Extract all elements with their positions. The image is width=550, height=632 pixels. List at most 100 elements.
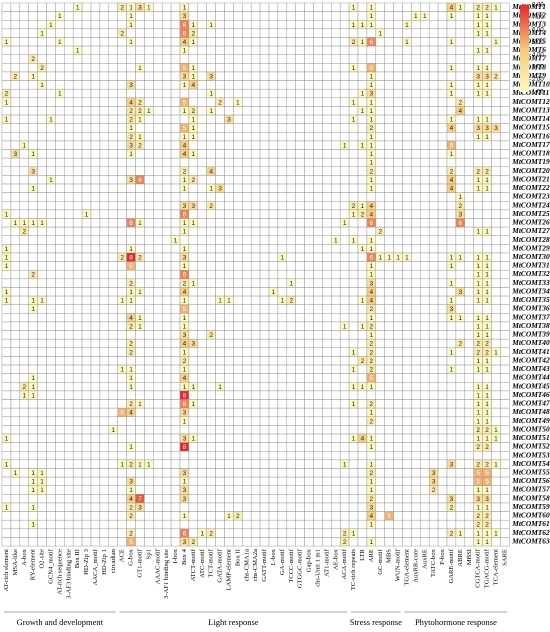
empty-cell — [295, 261, 305, 271]
empty-cell — [331, 132, 341, 142]
empty-cell — [233, 450, 243, 461]
empty-cell — [295, 304, 305, 314]
empty-cell — [455, 166, 466, 176]
empty-cell — [99, 218, 110, 228]
empty-cell — [313, 132, 323, 142]
empty-cell — [268, 416, 279, 426]
empty-cell — [64, 399, 74, 409]
empty-cell — [491, 157, 501, 168]
empty-cell — [144, 63, 154, 73]
cell-value: 1 — [183, 229, 187, 236]
empty-cell — [99, 347, 110, 357]
empty-cell — [55, 192, 65, 202]
cell-value: 1 — [209, 108, 213, 115]
empty-cell — [28, 244, 38, 254]
cell-value: 3 — [183, 203, 187, 210]
empty-cell — [420, 511, 430, 521]
empty-cell — [277, 19, 288, 30]
empty-cell — [55, 149, 65, 159]
empty-cell — [393, 2, 403, 12]
empty-cell — [286, 416, 296, 426]
cell-value: 5 — [485, 479, 489, 486]
empty-cell — [153, 313, 163, 323]
empty-cell — [455, 476, 466, 486]
empty-cell — [81, 511, 92, 521]
empty-cell — [491, 373, 501, 383]
empty-cell — [170, 54, 181, 64]
empty-cell — [64, 149, 74, 159]
empty-cell — [437, 364, 448, 374]
empty-cell — [411, 63, 421, 73]
empty-cell — [10, 356, 21, 366]
empty-cell — [464, 364, 474, 374]
empty-cell — [197, 37, 207, 47]
empty-cell — [304, 192, 314, 202]
cell-value: 2 — [192, 30, 196, 37]
cell-value: 1 — [183, 349, 187, 356]
empty-cell — [384, 11, 394, 21]
empty-cell — [37, 502, 47, 512]
empty-cell — [153, 304, 163, 314]
empty-cell — [250, 313, 261, 323]
empty-cell — [188, 287, 199, 297]
empty-cell — [144, 390, 154, 400]
empty-cell — [233, 201, 243, 211]
cell-value: 2 — [370, 401, 374, 408]
empty-cell — [250, 356, 261, 366]
empty-cell — [437, 11, 448, 21]
empty-cell — [1, 226, 12, 236]
empty-cell — [19, 459, 29, 469]
empty-cell — [428, 330, 439, 340]
empty-cell — [304, 416, 314, 426]
empty-cell — [72, 132, 83, 142]
cell-value: 1 — [183, 367, 187, 374]
empty-cell — [411, 19, 421, 30]
empty-cell — [259, 433, 270, 443]
empty-cell — [144, 19, 154, 30]
cell-value: 1 — [361, 246, 365, 253]
empty-cell — [206, 425, 216, 435]
empty-cell — [161, 175, 172, 185]
empty-cell — [46, 97, 56, 107]
empty-cell — [188, 140, 199, 150]
empty-cell — [72, 54, 83, 64]
empty-cell — [250, 321, 261, 331]
empty-cell — [153, 528, 163, 538]
empty-cell — [108, 321, 118, 331]
empty-cell — [402, 45, 412, 55]
empty-cell — [170, 287, 181, 297]
empty-cell — [108, 502, 118, 512]
empty-cell — [420, 399, 430, 409]
empty-cell — [348, 338, 359, 349]
empty-cell — [90, 149, 101, 159]
cell-value: 2 — [192, 108, 196, 115]
empty-cell — [55, 519, 65, 530]
empty-cell — [188, 330, 199, 340]
empty-cell — [500, 226, 510, 236]
empty-cell — [233, 425, 243, 435]
empty-cell — [117, 399, 127, 409]
empty-cell — [304, 37, 314, 47]
empty-cell — [188, 157, 199, 168]
cell-value: 1 — [414, 13, 418, 20]
empty-cell — [428, 382, 439, 392]
empty-cell — [384, 261, 394, 271]
empty-cell — [117, 442, 127, 452]
cell-value: 1 — [183, 513, 187, 520]
empty-cell — [144, 494, 154, 504]
empty-cell — [331, 244, 341, 254]
empty-cell — [224, 45, 234, 55]
empty-cell — [197, 157, 207, 168]
empty-cell — [46, 278, 56, 288]
empty-cell — [420, 433, 430, 443]
empty-cell — [428, 278, 439, 288]
empty-cell — [19, 28, 29, 38]
empty-cell — [393, 201, 403, 211]
empty-cell — [455, 140, 466, 150]
empty-cell — [411, 373, 421, 383]
empty-cell — [384, 494, 394, 504]
empty-cell — [135, 278, 145, 288]
empty-cell — [197, 485, 207, 495]
empty-cell — [250, 192, 261, 202]
empty-cell — [55, 313, 65, 323]
